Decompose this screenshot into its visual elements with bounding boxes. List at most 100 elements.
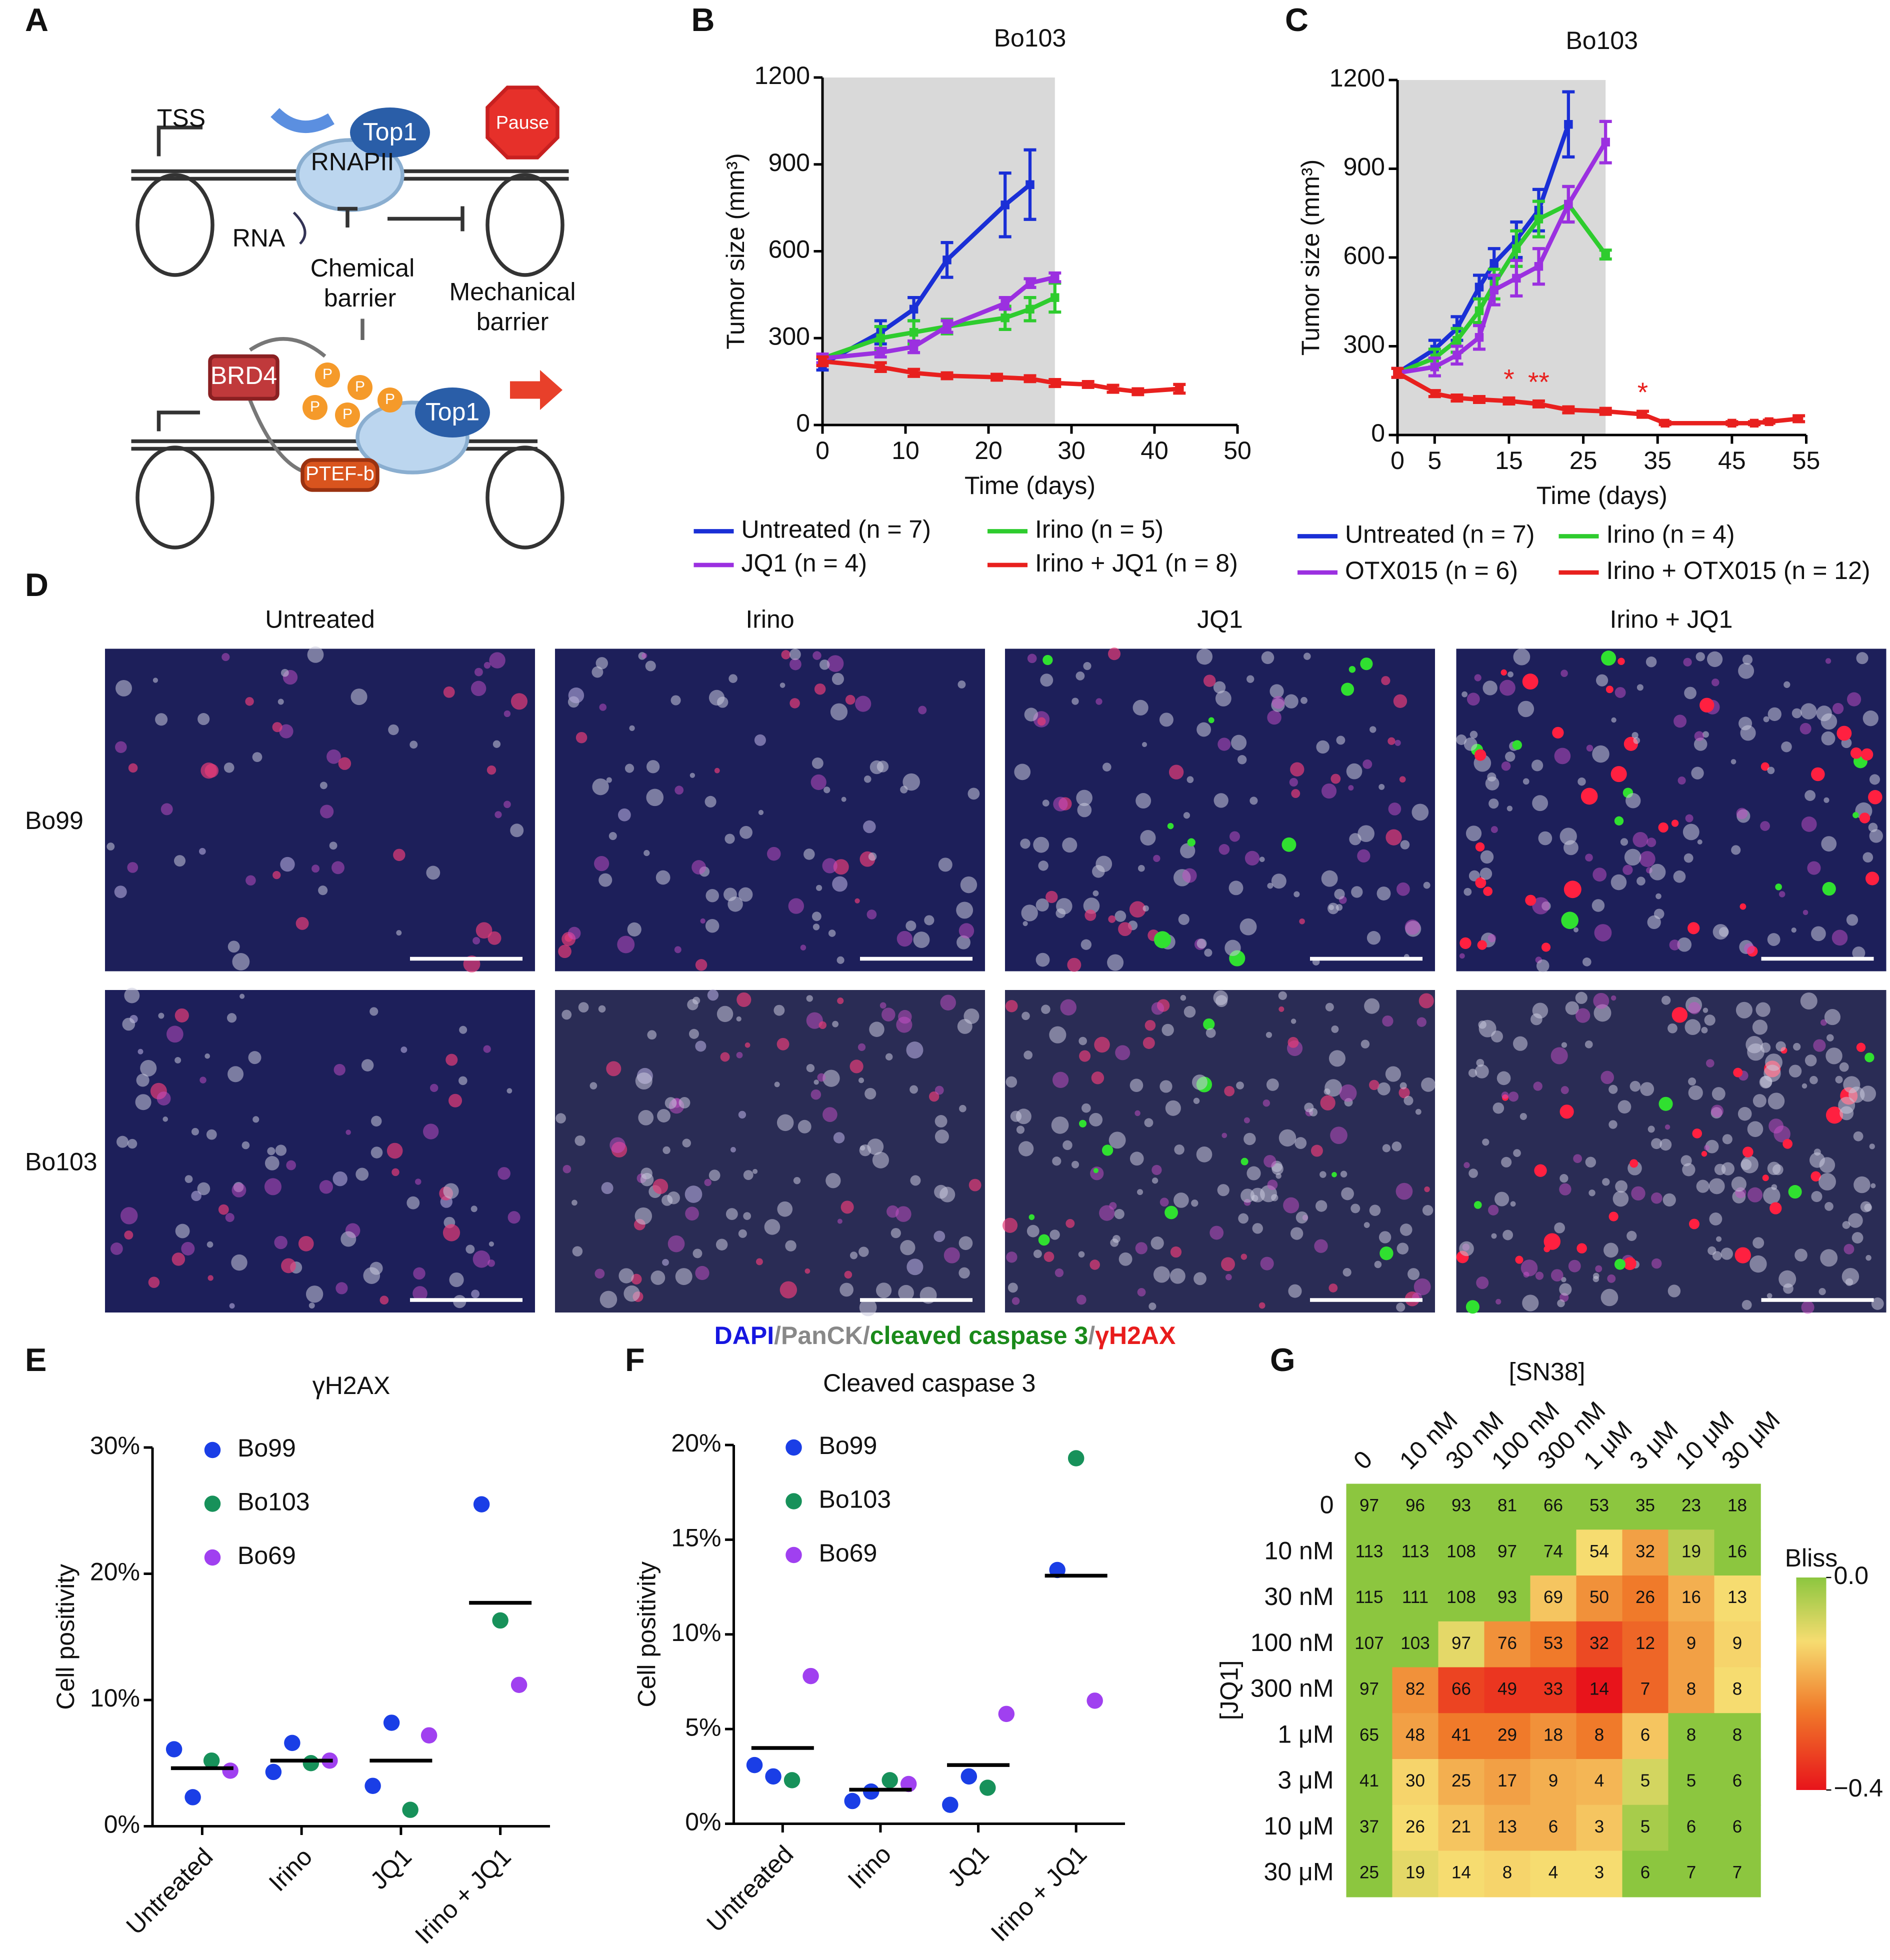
x-axis-label: Time (days) bbox=[1536, 482, 1668, 510]
cell bbox=[1496, 1071, 1511, 1086]
cell bbox=[1759, 1076, 1772, 1088]
cell bbox=[1228, 880, 1244, 896]
cell bbox=[756, 1258, 763, 1266]
cell bbox=[508, 1211, 520, 1224]
cell bbox=[1468, 1068, 1478, 1078]
cell bbox=[1321, 870, 1338, 887]
point bbox=[909, 304, 918, 314]
cell bbox=[1580, 788, 1598, 805]
cell bbox=[1626, 1230, 1637, 1241]
cell bbox=[1623, 1257, 1636, 1270]
x-tick-label: 20 bbox=[974, 436, 1002, 464]
cell bbox=[692, 1248, 702, 1258]
brd4 bbox=[208, 354, 280, 401]
cell bbox=[1108, 1132, 1126, 1149]
cell bbox=[1478, 1020, 1486, 1029]
cell bbox=[1351, 886, 1363, 898]
cell bbox=[1738, 662, 1754, 679]
cell bbox=[1846, 914, 1858, 926]
cell-value: 19 bbox=[1406, 1863, 1425, 1882]
stain: DAPI bbox=[714, 1322, 774, 1350]
x-tick-label: 40 bbox=[1140, 436, 1168, 464]
cell-value: 5 bbox=[1640, 1771, 1650, 1790]
micrograph bbox=[1456, 648, 1886, 972]
point bbox=[1175, 384, 1184, 394]
cell bbox=[645, 660, 656, 672]
cell bbox=[568, 926, 581, 940]
cell bbox=[1592, 899, 1605, 912]
cell bbox=[824, 786, 830, 794]
point bbox=[1490, 259, 1498, 268]
point bbox=[818, 356, 827, 366]
cell bbox=[730, 1146, 736, 1152]
cell bbox=[1800, 992, 1818, 1010]
cell bbox=[410, 740, 418, 749]
cell bbox=[1668, 1023, 1678, 1034]
heat-cell bbox=[1438, 1713, 1485, 1760]
cell bbox=[777, 1201, 793, 1217]
cell bbox=[1118, 1252, 1132, 1266]
cell bbox=[152, 678, 158, 683]
cell bbox=[1459, 953, 1465, 959]
cell bbox=[307, 646, 324, 663]
cell bbox=[476, 922, 492, 939]
cell bbox=[1378, 1231, 1392, 1244]
cell bbox=[1685, 814, 1694, 822]
heat-cell bbox=[1484, 1621, 1531, 1668]
rna-strand bbox=[270, 108, 334, 134]
cell bbox=[1183, 812, 1190, 819]
cell bbox=[822, 1070, 840, 1087]
point bbox=[1490, 286, 1498, 294]
cell bbox=[1208, 717, 1214, 724]
cell bbox=[634, 1207, 652, 1225]
cell bbox=[1496, 1298, 1502, 1304]
cell bbox=[1364, 998, 1380, 1014]
cell bbox=[1740, 1159, 1752, 1170]
point bbox=[1764, 417, 1774, 426]
cell-value: 97 bbox=[1360, 1680, 1379, 1699]
pause-sign bbox=[486, 86, 560, 160]
cell bbox=[274, 1236, 288, 1250]
cell bbox=[1114, 1208, 1124, 1220]
cell bbox=[1282, 837, 1296, 852]
cell bbox=[1856, 652, 1868, 664]
cell bbox=[592, 778, 609, 796]
cell bbox=[1771, 1184, 1778, 1190]
cell bbox=[1768, 707, 1782, 722]
cell bbox=[1038, 860, 1048, 871]
heat-cell bbox=[1392, 1484, 1439, 1530]
cell bbox=[1631, 1186, 1646, 1201]
y-tick-label: 0% bbox=[685, 1808, 721, 1836]
cell bbox=[426, 866, 440, 880]
stain: γH2AX bbox=[1095, 1322, 1176, 1350]
micrograph bbox=[105, 988, 535, 1312]
cell bbox=[635, 1072, 652, 1090]
cell bbox=[682, 1138, 691, 1148]
cell bbox=[841, 796, 846, 802]
cell bbox=[248, 1051, 262, 1064]
cell bbox=[1602, 1178, 1610, 1186]
cell bbox=[1090, 1260, 1100, 1270]
x-tick-label: 30 bbox=[1058, 436, 1086, 464]
heat-cell bbox=[1484, 1484, 1531, 1530]
cell bbox=[1459, 1241, 1474, 1256]
cell bbox=[158, 1012, 164, 1019]
cell bbox=[854, 898, 860, 904]
image-bg bbox=[555, 648, 985, 972]
cell bbox=[1794, 1248, 1808, 1262]
cell bbox=[1488, 934, 1496, 942]
cell bbox=[1768, 1118, 1784, 1134]
heat-cell bbox=[1668, 1530, 1715, 1576]
cell bbox=[785, 1240, 796, 1252]
label: TSS bbox=[157, 104, 206, 132]
cell bbox=[1601, 650, 1616, 666]
cell-value: 3 bbox=[1594, 1817, 1604, 1836]
cell bbox=[1860, 1086, 1876, 1102]
heat-cell bbox=[1392, 1713, 1439, 1760]
y-tick-label: 20% bbox=[671, 1429, 721, 1457]
heat-cell bbox=[1714, 1667, 1761, 1714]
cell-value: 23 bbox=[1682, 1496, 1701, 1516]
cell bbox=[1869, 829, 1883, 843]
cell bbox=[670, 695, 681, 706]
cell bbox=[766, 846, 781, 861]
